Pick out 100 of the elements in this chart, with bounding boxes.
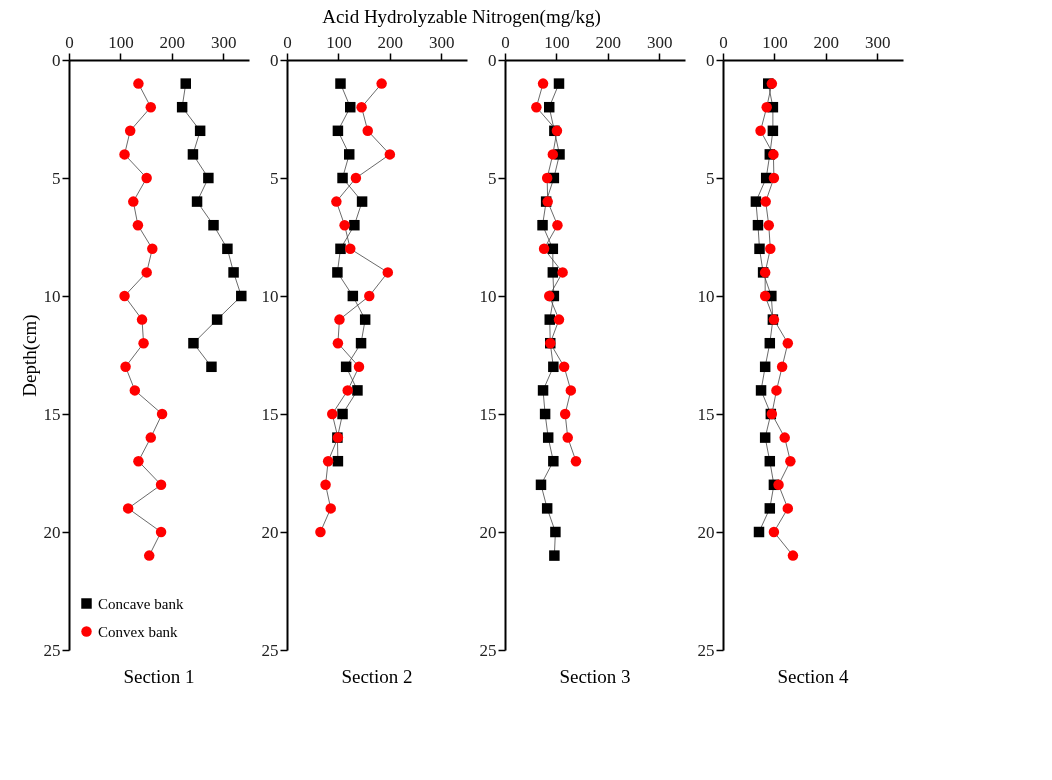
point xyxy=(552,219,563,231)
point xyxy=(570,455,582,467)
point xyxy=(320,479,331,491)
point xyxy=(355,337,367,349)
point xyxy=(542,432,554,443)
point xyxy=(785,455,796,467)
x-tick-label: 100 xyxy=(544,32,570,52)
y-tick-label: 15 xyxy=(261,404,279,424)
point xyxy=(332,125,344,137)
text: Section 2 xyxy=(341,666,413,687)
y-tick-label: 0 xyxy=(52,50,61,70)
point xyxy=(132,219,144,231)
point xyxy=(764,503,776,514)
point xyxy=(779,432,790,443)
point xyxy=(768,172,780,184)
point xyxy=(228,267,239,278)
point xyxy=(754,243,765,255)
y-tick-label: 5 xyxy=(52,168,61,188)
x-tick-label: 300 xyxy=(429,32,455,52)
point xyxy=(133,78,144,89)
point xyxy=(133,455,144,467)
point xyxy=(188,337,199,349)
text: Section 3 xyxy=(559,666,631,687)
point xyxy=(547,149,559,160)
point xyxy=(194,125,206,137)
point xyxy=(337,172,348,184)
point xyxy=(176,101,188,113)
y-tick-label: 20 xyxy=(697,522,715,542)
text: Section 1 xyxy=(123,666,195,687)
point xyxy=(362,125,373,137)
x-tick-label: 0 xyxy=(501,32,510,52)
x-tick-label: 0 xyxy=(65,32,74,52)
point xyxy=(763,219,775,231)
legend-label: Convex bank xyxy=(98,623,179,640)
point xyxy=(155,479,167,491)
y-tick-label: 5 xyxy=(706,168,715,188)
point xyxy=(776,361,788,373)
point xyxy=(122,503,134,514)
point xyxy=(537,385,549,396)
point xyxy=(764,455,776,467)
point xyxy=(120,361,131,373)
point xyxy=(541,503,553,514)
y-axis-title: Depth(cm) xyxy=(18,314,41,397)
x-tick-label: 300 xyxy=(211,32,237,52)
point xyxy=(759,290,771,302)
point xyxy=(364,290,375,302)
point xyxy=(553,314,565,325)
y-tick-label: 0 xyxy=(270,50,279,70)
point xyxy=(761,101,772,113)
point xyxy=(750,196,762,207)
y-tick-label: 10 xyxy=(261,286,279,306)
point xyxy=(541,172,553,184)
point xyxy=(782,503,794,514)
x-tick-label: 0 xyxy=(719,32,728,52)
point xyxy=(558,361,570,373)
y-tick-label: 25 xyxy=(697,640,715,660)
y-tick-label: 5 xyxy=(270,168,279,188)
point xyxy=(376,78,387,89)
point xyxy=(356,101,367,113)
point xyxy=(141,267,152,278)
x-tick-label: 200 xyxy=(595,32,622,52)
x-tick-label: 100 xyxy=(326,32,352,52)
point xyxy=(771,385,782,396)
point xyxy=(340,361,352,373)
point xyxy=(765,243,776,255)
point xyxy=(537,219,548,231)
y-tick-label: 0 xyxy=(488,50,497,70)
y-tick-label: 15 xyxy=(479,404,497,424)
point xyxy=(531,101,542,113)
point xyxy=(203,172,214,184)
point xyxy=(343,149,355,160)
point xyxy=(332,455,344,467)
point xyxy=(155,526,167,538)
point xyxy=(129,385,141,396)
point xyxy=(543,290,555,302)
y-tick-label: 15 xyxy=(697,404,715,424)
point xyxy=(147,243,158,255)
point xyxy=(753,526,765,538)
point xyxy=(156,408,168,420)
point xyxy=(339,219,350,231)
point xyxy=(119,149,130,160)
point xyxy=(559,408,571,420)
point xyxy=(211,314,223,325)
point xyxy=(787,550,799,561)
x-tick-label: 300 xyxy=(865,32,891,52)
point xyxy=(325,503,336,514)
point xyxy=(345,101,356,113)
point xyxy=(538,243,550,255)
x-tick-label: 0 xyxy=(283,32,292,52)
y-tick-label: 15 xyxy=(43,404,61,424)
text: Section 4 xyxy=(777,666,850,687)
y-tick-label: 10 xyxy=(697,286,715,306)
point xyxy=(187,149,199,160)
y-tick-label: 10 xyxy=(479,286,497,306)
point xyxy=(782,337,794,349)
point xyxy=(759,361,771,373)
point xyxy=(565,385,577,396)
point xyxy=(136,314,148,325)
point xyxy=(335,243,346,255)
y-tick-label: 20 xyxy=(261,522,279,542)
